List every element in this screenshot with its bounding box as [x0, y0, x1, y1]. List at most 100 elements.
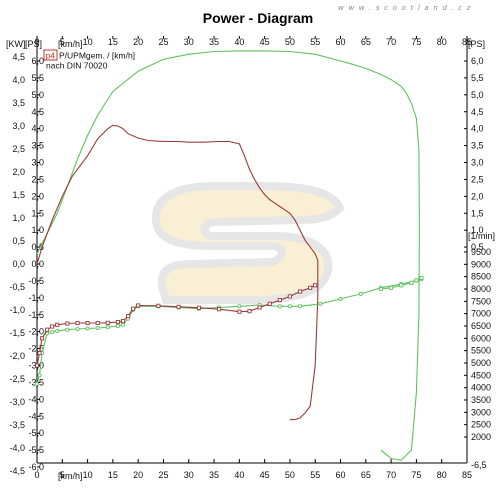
x-tick-label-top: 55 [310, 37, 320, 47]
x-tick-label-top: 20 [133, 37, 143, 47]
x-tick-label-bottom: 0 [34, 470, 39, 480]
y-left-ps-tick-label: -5,0 [28, 428, 44, 438]
series-3-point [176, 304, 181, 309]
x-tick-label-top: 50 [285, 37, 295, 47]
y-right-bottom-tick: -6,5 [471, 460, 487, 470]
y-right-rpm-tick-label: 6500 [471, 321, 491, 331]
series-2-point [338, 296, 343, 301]
x-tick-label-bottom: 85 [462, 470, 472, 480]
y-left-kw-unit: [KW] [6, 39, 26, 49]
y-left-kw-tick-label: -4,0 [9, 443, 25, 453]
y-right-rpm-tick-label: 3000 [471, 407, 491, 417]
series-2-point [120, 322, 126, 327]
series-4-point [409, 280, 414, 285]
y-right-ps-tick-label: 0,5 [471, 242, 484, 252]
series-2-point [277, 304, 282, 309]
y-left-kw-tick-label: 4,5 [12, 52, 25, 62]
x-tick-label-bottom: 20 [133, 470, 143, 480]
y-right-ps-tick-label: 6,0 [471, 56, 484, 66]
y-right-ps-unit: [PS] [468, 39, 485, 49]
y-left-ps-tick-label: -4,0 [28, 394, 44, 404]
x-tick-label-bottom: 80 [437, 470, 447, 480]
series-4-point [414, 278, 419, 283]
y-left-kw-tick-label: 2,5 [12, 144, 25, 154]
y-right-ps-tick-label: 2,0 [471, 191, 484, 201]
x-tick-label-bottom: 60 [336, 470, 346, 480]
x-tick-label-bottom: 70 [386, 470, 396, 480]
x-tick-label-bottom: 65 [361, 470, 371, 480]
series-3-point [237, 309, 242, 314]
y-left-kw-tick-label: -3,0 [9, 397, 25, 407]
y-left-kw-tick-label: -0,5 [9, 282, 25, 292]
y-right-rpm-tick-label: 4000 [471, 383, 491, 393]
y-left-kw-tick-label: -1,5 [9, 328, 25, 338]
series-2-point [50, 330, 55, 335]
y-left-kw-tick-label: 2,0 [12, 167, 25, 177]
y-right-rpm-tick-label: 5000 [471, 358, 491, 368]
axis-ticks: 0055101015152020252530303535404045455050… [9, 36, 491, 480]
series-3-point [298, 289, 303, 294]
y-left-ps-tick-label: -1,5 [28, 310, 44, 320]
plot-area [34, 50, 424, 461]
x-tick-label-top: 30 [184, 37, 194, 47]
series-3-point [247, 309, 252, 314]
chart-title: Power - Diagram [203, 10, 313, 26]
legend-badge-box [43, 49, 58, 61]
series-2-point [85, 326, 90, 331]
series-2-point [358, 291, 363, 296]
series-3-point [217, 307, 222, 312]
series-4-point [419, 275, 424, 280]
x-tick-label-top: 35 [209, 37, 219, 47]
series-3-point [156, 303, 161, 308]
legend: p4 P/UPMgem. / [km/h] nach DIN 70020 [43, 49, 135, 71]
y-left-kw-tick-label: -2,5 [9, 374, 25, 384]
series-2-point [75, 326, 80, 332]
y-left-kw-tick-label: 0,0 [12, 259, 25, 269]
y-right-ps-tick-label: 3,5 [471, 141, 484, 151]
series-4-point [389, 285, 394, 290]
y-left-ps-unit: [PS] [25, 39, 42, 49]
series-2-point [237, 304, 242, 309]
series-4-point [378, 286, 384, 292]
y-right-rpm-tick-label: 2000 [471, 432, 491, 442]
series-3-point [126, 314, 131, 319]
y-left-ps-tick-label: -4,5 [28, 411, 44, 421]
y-left-kw-tick-label: 1,5 [12, 190, 25, 200]
legend-line-2: nach DIN 70020 [46, 61, 108, 71]
series-3-point [308, 285, 313, 290]
series-3-point [105, 320, 110, 325]
series-3-point [65, 321, 70, 326]
y-left-kw-tick-label: -2,0 [9, 351, 25, 361]
x-tick-label-bottom: 40 [234, 470, 244, 480]
series-line-1 [36, 124, 319, 421]
axes-frame [36, 36, 468, 464]
y-right-rpm-tick-label: 9000 [471, 259, 491, 269]
series-3-point [131, 306, 136, 311]
y-right-rpm-tick-label: 8000 [471, 284, 491, 294]
y-right-rpm-tick-label: 3500 [471, 395, 491, 405]
y-right-rpm-tick-label: 7000 [471, 309, 491, 319]
x-tick-label-top: 65 [361, 37, 371, 47]
series-3-point [85, 320, 90, 326]
series-3-point [45, 327, 50, 332]
series-3-point [277, 298, 282, 303]
x-tick-label-top: 80 [437, 37, 447, 47]
x-tick-label-bottom: 30 [184, 470, 194, 480]
series-3-point [50, 324, 55, 329]
x-tick-label-top: 45 [260, 37, 270, 47]
x-tick-label-bottom: 15 [108, 470, 118, 480]
x-tick-label-bottom: 55 [310, 470, 320, 480]
x-tick-label-top: 75 [411, 37, 421, 47]
series-3-point [34, 363, 40, 368]
legend-line-1: P/UPMgem. / [km/h] [59, 51, 135, 61]
y-left-kw-tick-label: 3,0 [12, 121, 25, 131]
y-right-rpm-tick-label: 9500 [471, 247, 491, 257]
series-line-0 [36, 50, 420, 461]
y-left-kw-tick-label: -3,5 [9, 420, 25, 430]
y-right-rpm-tick-label: 4500 [471, 370, 491, 380]
x-tick-label-bottom: 5 [60, 470, 65, 480]
y-right-ps-tick-label: 4,0 [471, 124, 484, 134]
watermark-text: w w w . s c o o t l a n d . c z [338, 4, 472, 12]
y-left-kw-tick-label: 0,5 [12, 236, 25, 246]
